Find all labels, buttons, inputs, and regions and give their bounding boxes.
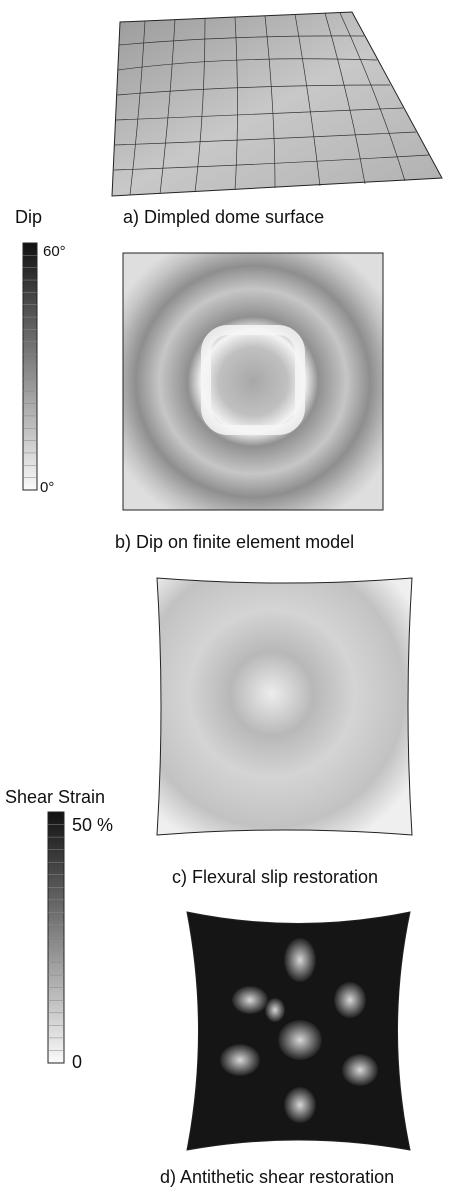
panel-caption: c) Flexural slip restoration — [172, 867, 378, 887]
dip-map — [123, 253, 383, 510]
colorbar-label: 0° — [40, 479, 54, 496]
panel-caption: d) Antithetic shear restoration — [160, 1167, 394, 1187]
figure: a) Dimpled dome surface Dip 60° 0° b) Di… — [0, 0, 449, 1192]
colorbar-label: 50 % — [72, 815, 113, 835]
panel-caption: b) Dip on finite element model — [115, 532, 354, 552]
colorbar-label: 60° — [43, 243, 66, 260]
surface-panel — [112, 12, 442, 196]
colorbar-title: Dip — [15, 207, 42, 227]
panel-caption: a) Dimpled dome surface — [123, 207, 324, 227]
colorbar-title: Shear Strain — [5, 787, 105, 807]
flexural-map — [157, 578, 412, 835]
colorbar-label: 0 — [72, 1052, 82, 1072]
